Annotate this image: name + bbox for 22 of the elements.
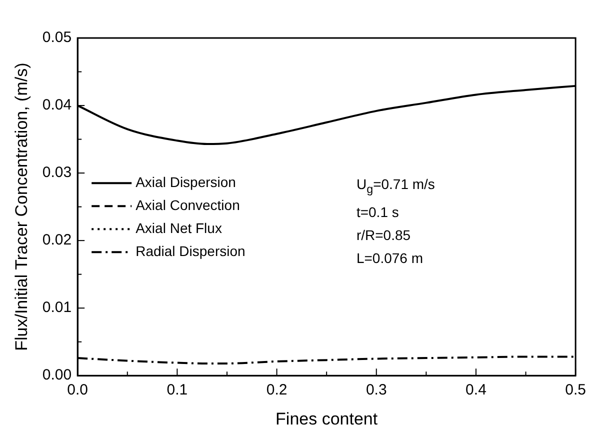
x-tick-label: 0.4 <box>466 382 486 399</box>
x-tick-label: 0.0 <box>67 382 88 399</box>
y-tick-label: 0.01 <box>42 299 72 316</box>
legend-label: Axial Convection <box>136 197 240 214</box>
legend-label: Radial Dispersion <box>136 243 246 260</box>
x-axis-title: Fines content <box>276 409 378 428</box>
x-tick-label: 0.2 <box>266 382 288 399</box>
x-tick-label: 0.3 <box>366 382 387 399</box>
y-tick-label: 0.05 <box>42 29 72 46</box>
y-tick-label: 0.02 <box>42 232 72 249</box>
annotation: U$_{g}$=0.71 m/s <box>356 175 435 198</box>
y-tick-label: 0.00 <box>42 366 72 384</box>
y-tick-label: 0.03 <box>42 164 72 182</box>
annotation: L=0.076 m <box>356 248 424 268</box>
x-tick-label: 0.5 <box>565 382 586 399</box>
legend-label: Axial Dispersion <box>136 174 236 190</box>
y-axis-title: Flux/Initial Tracer Concentration, (m/s) <box>12 62 31 351</box>
legend-label: Axial Net Flux <box>136 220 222 236</box>
x-tick-label: 0.1 <box>166 382 188 399</box>
y-tick-label: 0.04 <box>42 96 72 114</box>
annotation: t=0.1 s <box>356 202 400 222</box>
annotation: r/R=0.85 <box>356 226 412 245</box>
